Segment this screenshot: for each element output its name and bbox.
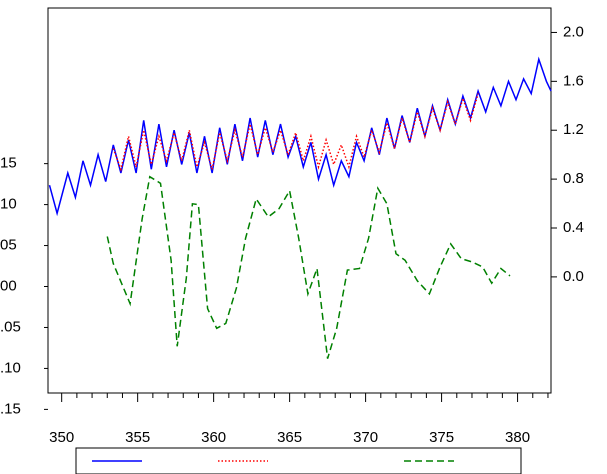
x-tick-label: 365: [277, 429, 302, 446]
y-tick-label: .05: [0, 318, 21, 335]
x-tick-label: 355: [125, 429, 150, 446]
y-tick-label: 05: [0, 237, 17, 254]
plot-frame: [47, 7, 552, 394]
y2-tick-label: 1.2: [563, 121, 584, 138]
y2-tick-label: 0.0: [563, 268, 584, 285]
y2-tick-label: 1.6: [563, 72, 584, 89]
y2-tick-label: 0.4: [563, 219, 584, 236]
x-tick-label: 350: [49, 429, 74, 446]
series-line: [48, 56, 552, 217]
legend-box: [75, 447, 522, 474]
x-tick-label: 360: [201, 429, 226, 446]
y-tick-label: 00: [0, 277, 17, 294]
y-tick-label: .15: [0, 400, 21, 417]
x-tick-label: 370: [353, 429, 378, 446]
y-tick-label: 15: [0, 155, 17, 172]
y2-tick-label: 2.0: [563, 23, 584, 40]
series-line: [106, 175, 511, 359]
y2-tick-label: 0.8: [563, 170, 584, 187]
y-tick-label: .10: [0, 359, 21, 376]
y-tick-label: 10: [0, 196, 17, 213]
x-tick-label: 375: [429, 429, 454, 446]
x-tick-label: 380: [505, 429, 530, 446]
